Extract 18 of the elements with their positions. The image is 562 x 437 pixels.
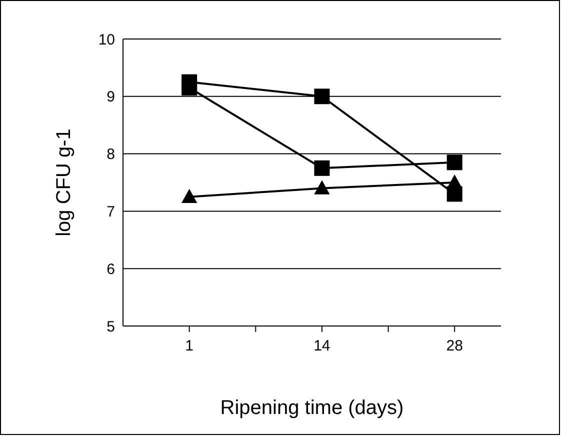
x-tick-label: 14	[314, 338, 330, 355]
y-tick-label: 10	[98, 31, 115, 48]
point	[314, 88, 330, 104]
y-tick-label: 5	[106, 318, 115, 336]
point	[447, 175, 462, 189]
point	[314, 180, 330, 194]
y-tick-label: 8	[106, 146, 115, 164]
x-tick-label: 1	[185, 338, 194, 355]
point	[182, 80, 198, 96]
y-axis-title: log CFU g-1	[53, 128, 76, 236]
y-tick-label: 7	[106, 204, 115, 221]
y-tick-label: 9	[106, 88, 115, 106]
point	[182, 189, 197, 203]
point	[314, 160, 330, 176]
y-tick-label: 6	[106, 260, 115, 278]
x-tick-label: 28	[446, 338, 463, 355]
x-axis-title: Ripening time (days)	[220, 397, 404, 419]
point	[446, 154, 462, 170]
